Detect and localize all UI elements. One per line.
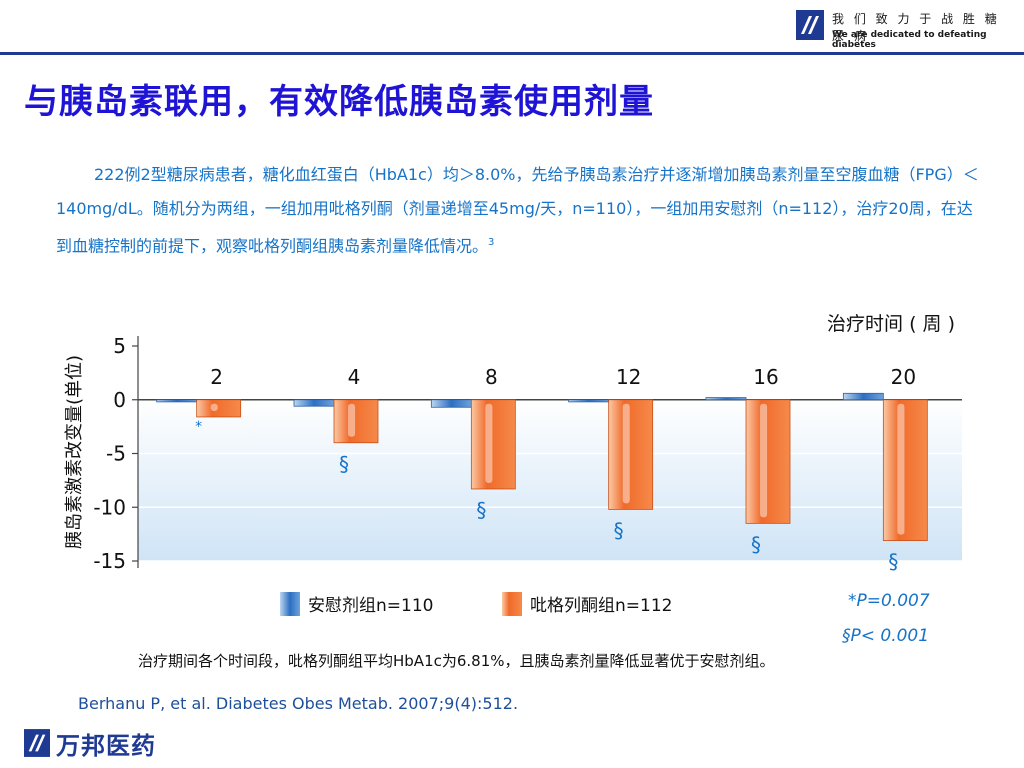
significance-mark: § <box>476 498 486 522</box>
bar-highlight <box>760 403 768 518</box>
bar-highlight <box>485 403 493 483</box>
significance-mark: * <box>195 419 202 435</box>
y-tick-label: 0 <box>113 388 126 412</box>
reference-citation: Berhanu P, et al. Diabetes Obes Metab. 2… <box>78 694 519 713</box>
legend-label-pioglitazone: 吡格列酮组n=112 <box>530 596 672 616</box>
bar-placebo <box>156 399 198 403</box>
y-tick-label: -10 <box>93 495 126 519</box>
footer-company-name: 万邦医药 <box>56 732 156 760</box>
bar-highlight <box>348 403 356 437</box>
y-tick-label: 5 <box>113 334 126 358</box>
header-brand: 我 们 致 力 于 战 胜 糖 尿 病 We are dedicated to … <box>796 8 1016 50</box>
description-superscript: 3 <box>488 237 495 248</box>
significance-mark: § <box>339 452 349 476</box>
legend-swatch-placebo <box>280 592 300 616</box>
plot-background <box>138 399 962 561</box>
note-p-section: §P< 0.001 <box>842 626 929 646</box>
page-title: 与胰岛素联用，有效降低胰岛素使用剂量 <box>24 82 654 122</box>
y-axis-title: 胰岛素激素改变量(单位) <box>64 355 85 549</box>
bar-pioglitazone <box>882 399 928 541</box>
insulin-change-chart: 5 0 -5 -10 -15 2 * 4 § 8 § 12 § 16 § 20 § 治疗时间 ( 周 ) 胰岛素… <box>64 313 962 646</box>
x-tick-label: 12 <box>616 365 641 389</box>
bar-pioglitazone <box>196 399 242 418</box>
legend-label-placebo: 安慰剂组n=110 <box>308 596 433 616</box>
slogan-cn: 我 们 致 力 于 战 胜 糖 尿 病 <box>832 12 1000 43</box>
legend-swatch-pioglitazone <box>502 592 522 616</box>
bar-placebo <box>705 397 747 401</box>
x-tick-label: 8 <box>485 365 498 389</box>
bar-placebo <box>293 399 335 407</box>
study-description: 222例2型糖尿病患者，糖化血红蛋白（HbA1c）均＞8.0%，先给予胰岛素治疗… <box>56 158 981 263</box>
bar-highlight <box>622 403 630 504</box>
x-axis-title: 治疗时间 ( 周 ) <box>827 313 955 335</box>
wanbang-logo-icon <box>24 729 50 757</box>
significance-mark: § <box>751 532 761 556</box>
bar-pioglitazone <box>745 399 791 524</box>
x-tick-label: 16 <box>753 365 778 389</box>
description-text: 222例2型糖尿病患者，糖化血红蛋白（HbA1c）均＞8.0%，先给予胰岛素治疗… <box>56 165 979 256</box>
wanbang-logo-icon <box>796 10 824 40</box>
bar-highlight <box>897 403 905 535</box>
significance-mark: § <box>888 550 898 574</box>
footer-brand: 万邦医药 <box>24 726 204 760</box>
bar-placebo <box>842 392 884 401</box>
slogan-en: We are dedicated to defeating diabetes <box>832 30 987 50</box>
bar-placebo <box>568 399 610 403</box>
x-tick-label: 4 <box>348 365 361 389</box>
x-tick-label: 2 <box>210 365 223 389</box>
header-rule <box>0 52 1024 55</box>
significance-mark: § <box>614 518 624 542</box>
bar-pioglitazone <box>333 399 379 444</box>
note-p-star: *P=0.007 <box>848 591 930 611</box>
bar-highlight <box>210 403 218 411</box>
x-tick-label: 20 <box>891 365 916 389</box>
bar-pioglitazone <box>608 399 654 510</box>
conclusion-text: 治疗期间各个时间段，吡格列酮组平均HbA1c为6.81%，且胰岛素剂量降低显著优… <box>138 652 775 670</box>
legend: 安慰剂组n=110 吡格列酮组n=112 <box>280 592 672 616</box>
bar-pioglitazone <box>470 399 516 490</box>
bar-placebo <box>430 399 472 408</box>
y-tick-label: -15 <box>93 549 126 573</box>
y-tick-label: -5 <box>106 442 126 466</box>
